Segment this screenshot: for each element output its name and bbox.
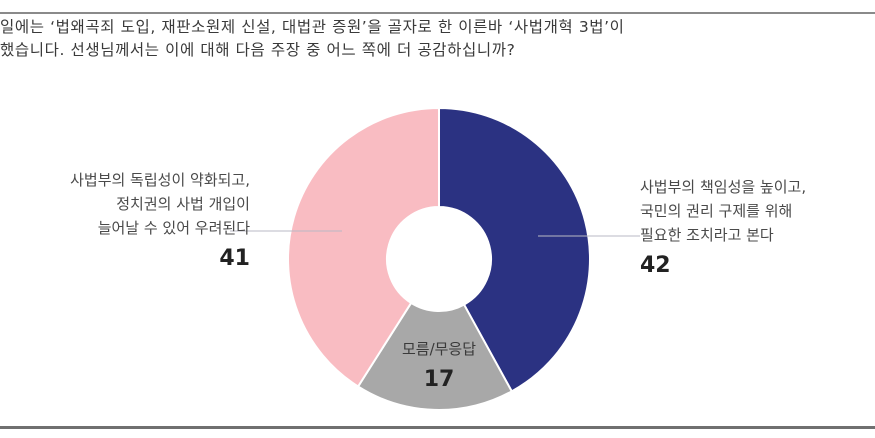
label-concern-line-1: 사법부의 독립성이 약화되고, [70, 171, 250, 189]
top-divider [0, 12, 875, 14]
question-line-1: 일에는 ‘법왜곡죄 도입, 재판소원제 신설, 대법관 증원’을 골자로 한 이… [0, 18, 625, 36]
bottom-divider [0, 426, 875, 429]
label-support: 사법부의 책임성을 높이고, 국민의 권리 구제를 위해 필요한 조치라고 본다… [640, 175, 806, 281]
label-dont-know: 모름/무응답 17 [359, 338, 519, 394]
label-dont-know-text: 모름/무응답 [401, 340, 477, 358]
label-support-line-3: 필요한 조치라고 본다 [640, 226, 774, 244]
question-line-2: 했습니다. 선생님께서는 이에 대해 다음 주장 중 어느 쪽에 더 공감하십니… [0, 41, 516, 59]
label-support-line-1: 사법부의 책임성을 높이고, [640, 178, 807, 196]
label-concern-line-3: 늘어날 수 있어 우려된다 [97, 219, 250, 237]
slice-support [438, 106, 591, 393]
label-dont-know-value: 17 [423, 367, 455, 392]
label-support-value: 42 [640, 253, 671, 278]
label-concern-line-2: 정치권의 사법 개입이 [116, 195, 250, 213]
label-concern-value: 41 [219, 246, 250, 271]
label-support-line-2: 국민의 권리 구제를 위해 [640, 202, 793, 220]
slice-dont-know [356, 301, 514, 411]
slice-concern [287, 106, 440, 388]
label-concern: 사법부의 독립성이 약화되고, 정치권의 사법 개입이 늘어날 수 있어 우려된… [70, 168, 250, 274]
survey-question: 일에는 ‘법왜곡죄 도입, 재판소원제 신설, 대법관 증원’을 골자로 한 이… [0, 16, 875, 62]
